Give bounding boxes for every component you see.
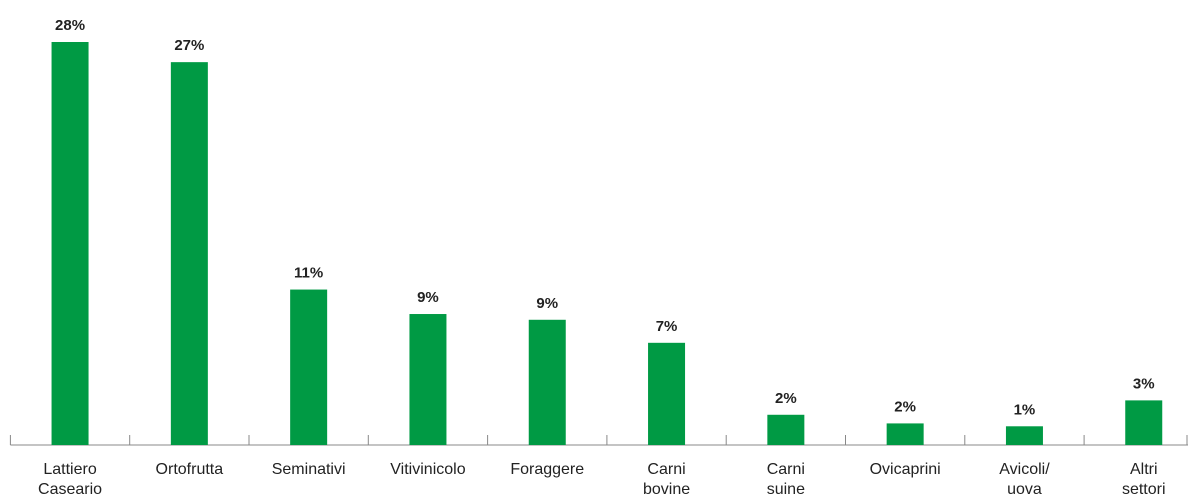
x-tick-label-line: Avicoli/	[999, 461, 1050, 478]
value-label: 7%	[656, 318, 678, 335]
x-tick-label: Ovicaprini	[870, 461, 941, 478]
value-label: 11%	[294, 265, 323, 282]
x-tick-label-line: Foraggere	[510, 461, 584, 478]
x-tick-label-line: Lattiero	[43, 461, 96, 478]
x-tick-label-line: Carni	[647, 461, 685, 478]
x-tick-label: Ortofrutta	[156, 461, 224, 478]
x-tick-label-line: suine	[767, 481, 805, 498]
x-tick-label-line: Ortofrutta	[156, 461, 224, 478]
bar	[648, 342, 686, 445]
x-tick-label-line: uova	[1007, 481, 1042, 498]
value-label: 27%	[174, 37, 204, 54]
x-tick-label-line: Seminativi	[272, 461, 346, 478]
x-tick-label: Seminativi	[272, 461, 346, 478]
bar	[290, 289, 328, 445]
bar	[409, 314, 447, 445]
value-label: 1%	[1014, 401, 1036, 418]
value-label: 9%	[536, 295, 558, 312]
x-tick-label: Carni bovine	[643, 461, 690, 498]
bar	[1125, 400, 1163, 445]
x-tick-label-line: bovine	[643, 481, 690, 498]
x-tick-label-line: Altri	[1130, 461, 1158, 478]
bar	[767, 414, 805, 445]
value-label: 2%	[775, 390, 797, 407]
x-tick-label: Foraggere	[510, 461, 584, 478]
bar	[51, 42, 89, 445]
value-label: 2%	[894, 398, 916, 415]
x-tick-label: Vitivinicolo	[390, 461, 465, 478]
value-label: 3%	[1133, 375, 1155, 392]
bar	[170, 62, 208, 446]
x-tick-label-line: Vitivinicolo	[390, 461, 465, 478]
value-label: 9%	[417, 289, 439, 306]
bar	[528, 319, 566, 445]
value-label: 28%	[55, 17, 85, 34]
x-tick-label-line: Caseario	[38, 481, 102, 498]
x-tick-label-line: settori	[1122, 481, 1166, 498]
x-tick-label: Altri settori	[1122, 461, 1166, 498]
x-tick-label-line: Ovicaprini	[870, 461, 941, 478]
x-tick-label-line: Carni	[767, 461, 805, 478]
bar	[1005, 426, 1043, 445]
x-tick-label: Lattiero Caseario	[38, 461, 102, 498]
x-tick-label: Avicoli/uova	[999, 461, 1050, 498]
x-tick-label: Carni suine	[767, 461, 805, 498]
bar	[886, 423, 924, 445]
